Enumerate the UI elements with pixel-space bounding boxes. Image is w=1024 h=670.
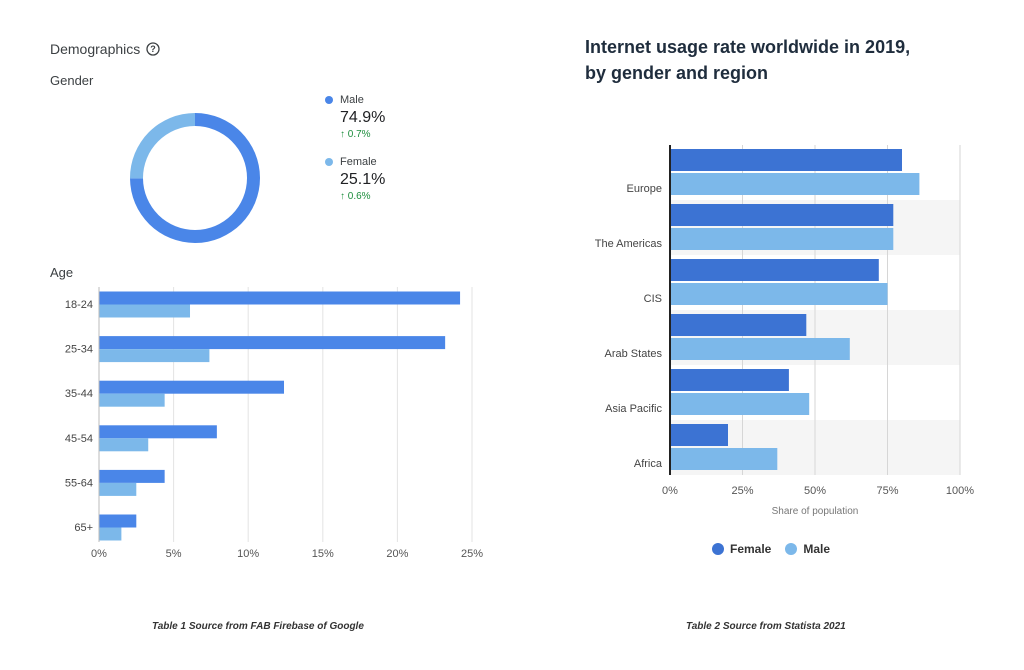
x-tick-label: 20% [386, 548, 408, 560]
bar-female-europe[interactable] [670, 149, 902, 171]
x-tick-label: 75% [876, 485, 898, 497]
bar-male-africa[interactable] [670, 448, 778, 470]
x-tick-label: 0% [91, 548, 107, 560]
region-chart-title-line-2: by gender and region [585, 63, 769, 83]
y-category-label: 55-64 [65, 477, 93, 489]
bar-female-cis[interactable] [670, 259, 879, 281]
region-chart-legend: Female Male [712, 542, 830, 556]
legend-female-label: Female [730, 542, 772, 556]
bar-male-arab-states[interactable] [670, 338, 850, 360]
y-category-label: 45-54 [65, 433, 93, 445]
y-category-label: 25-34 [65, 344, 93, 356]
legend-female: Female 25.1% ↑ 0.6% [325, 156, 385, 202]
y-category-label: 65+ [74, 522, 93, 534]
gender-donut-chart [130, 113, 260, 243]
male-legend-label: Male [340, 94, 364, 106]
y-category-label: CIS [644, 293, 662, 305]
gender-label: Gender [50, 73, 94, 88]
svg-text:?: ? [150, 44, 156, 54]
bar-male-cis[interactable] [670, 283, 888, 305]
y-category-label: Africa [634, 458, 663, 470]
female-legend-label: Female [340, 156, 377, 168]
bar-series-2-65+[interactable] [99, 527, 122, 541]
x-tick-label: 100% [946, 485, 974, 497]
male-percentage: 74.9% [340, 109, 386, 126]
donut-slice-female[interactable] [130, 113, 195, 179]
bar-female-the-americas[interactable] [670, 204, 894, 226]
age-bar-chart: 0% 5% 10% 15% 20% 25% 18-24 25-34 35-44 45-54 55-6… [65, 287, 483, 560]
bar-series-1-65+[interactable] [99, 514, 137, 528]
female-change: ↑ 0.6% [340, 191, 371, 202]
y-category-label: Europe [627, 183, 662, 195]
female-percentage: 25.1% [340, 171, 386, 188]
y-category-label: 18-24 [65, 299, 93, 311]
x-tick-label: 50% [804, 485, 826, 497]
bar-series-1-18-24[interactable] [99, 291, 461, 305]
x-tick-label: 25% [731, 485, 753, 497]
legend-item-female[interactable]: Female [712, 542, 771, 556]
bar-female-arab-states[interactable] [670, 314, 807, 336]
legend-male: Male 74.9% ↑ 0.7% [325, 94, 385, 140]
region-chart-title-line-1: Internet usage rate worldwide in 2019, [585, 37, 911, 57]
demographics-title: Demographics [50, 41, 141, 57]
bar-male-asia-pacific[interactable] [670, 393, 810, 415]
legend-male-label: Male [803, 542, 831, 556]
female-swatch [712, 543, 724, 555]
bar-series-1-35-44[interactable] [99, 380, 285, 394]
bar-male-the-americas[interactable] [670, 228, 894, 250]
y-category-label: The Americas [595, 238, 663, 250]
bar-series-1-55-64[interactable] [99, 469, 165, 483]
bar-series-1-25-34[interactable] [99, 336, 446, 350]
bar-series-2-55-64[interactable] [99, 482, 137, 496]
caption-table-2: Table 2 Source from Statista 2021 [686, 621, 846, 632]
bar-female-asia-pacific[interactable] [670, 369, 789, 391]
age-label: Age [50, 265, 74, 280]
bar-series-1-45-54[interactable] [99, 425, 217, 439]
x-tick-label: 0% [662, 485, 678, 497]
male-swatch [785, 543, 798, 555]
legend-item-male[interactable]: Male [785, 542, 830, 556]
bar-series-2-18-24[interactable] [99, 304, 191, 318]
bar-male-europe[interactable] [670, 173, 920, 195]
region-bar-chart: 0% 25% 50% 75% 100% Europe The Americas CIS Arab… [595, 145, 974, 517]
x-tick-label: 5% [166, 548, 182, 560]
x-axis-title: Share of population [772, 506, 859, 517]
female-legend-dot [325, 158, 333, 166]
male-change: ↑ 0.7% [340, 129, 371, 140]
bar-female-africa[interactable] [670, 424, 728, 446]
bar-series-2-45-54[interactable] [99, 438, 149, 452]
x-tick-label: 25% [461, 548, 483, 560]
y-category-label: Arab States [605, 348, 663, 360]
y-category-label: Asia Pacific [605, 403, 662, 415]
y-category-label: 35-44 [65, 388, 93, 400]
region-chart-title: Internet usage rate worldwide in 2019, b… [585, 34, 985, 86]
bar-series-2-25-34[interactable] [99, 349, 210, 363]
bar-series-2-35-44[interactable] [99, 393, 165, 407]
help-icon[interactable]: ? [146, 42, 160, 56]
x-tick-label: 10% [237, 548, 259, 560]
male-legend-dot [325, 96, 333, 104]
caption-table-1: Table 1 Source from FAB Firebase of Goog… [152, 621, 364, 632]
x-tick-label: 15% [312, 548, 334, 560]
